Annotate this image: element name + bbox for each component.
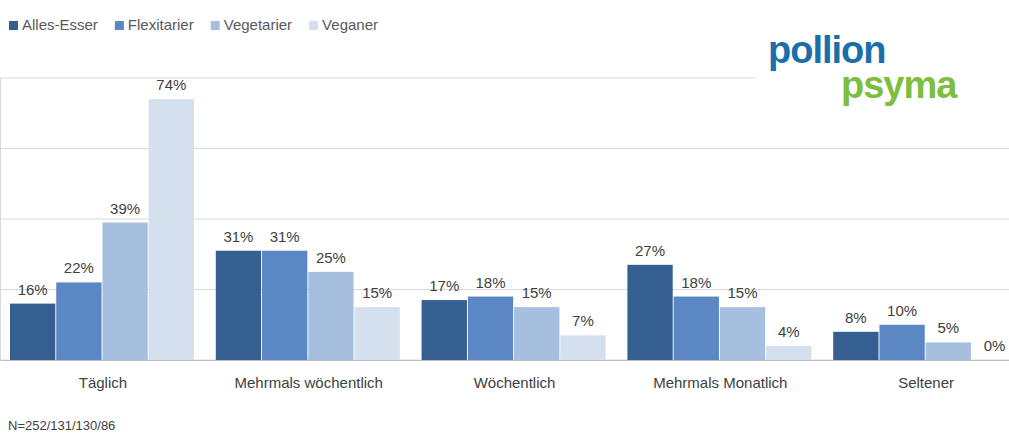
bar [833, 332, 878, 360]
x-axis: Täglich Mehrmals wöchentlich Wöchentlich Me… [1, 360, 1009, 391]
data-label: 4% [778, 323, 800, 340]
legend-item: Vegetarier [211, 16, 292, 33]
legend-label: Vegetarier [224, 16, 292, 33]
data-label: 5% [937, 319, 959, 336]
data-label: 8% [845, 309, 867, 326]
legend-swatch [309, 21, 318, 30]
data-label: 18% [475, 274, 505, 291]
logo-background [755, 30, 1009, 110]
annotations: N=252/131/130/86 [8, 418, 115, 433]
bar [720, 307, 765, 360]
legend-item: Alles-Esser [9, 16, 98, 33]
grid [0, 78, 1009, 360]
legend-swatch [211, 21, 220, 30]
bar [308, 272, 353, 360]
logo: pollionpsyma [755, 29, 1009, 110]
chart: 16% 31% 17% 27% 8% 22% 31% 18% 18% 10% 39% 25% 15% 15… [0, 0, 1009, 440]
x-axis-line [1, 360, 1009, 361]
x-tick: Mehrmals Monatlich [653, 360, 787, 391]
data-labels: 16% 31% 17% 27% 8% 22% 31% 18% 18% 10% 39% 25% 15% 15… [18, 76, 1006, 354]
legend-item: Flexitarier [115, 16, 194, 33]
bar [468, 297, 513, 360]
logo-text: psyma [841, 64, 958, 106]
legend-swatch [9, 21, 18, 30]
x-tick: Seltener [898, 360, 954, 391]
data-label: 7% [572, 312, 594, 329]
bar [56, 282, 101, 360]
x-tick-label: Täglich [79, 374, 127, 391]
bar [10, 304, 55, 360]
legend-label: Veganer [322, 16, 378, 33]
x-tick-label: Wöchentlich [474, 374, 556, 391]
bar [560, 335, 605, 360]
data-label: 15% [362, 284, 392, 301]
data-label: 25% [316, 249, 346, 266]
bar [627, 265, 672, 360]
x-tick-label: Seltener [898, 374, 954, 391]
bar-series [102, 223, 971, 360]
data-label: 74% [156, 76, 186, 93]
x-tick: Wöchentlich [474, 360, 556, 391]
data-label: 27% [635, 242, 665, 259]
data-label: 16% [18, 281, 48, 298]
y-axis [0, 79, 1, 361]
bar [149, 99, 194, 360]
legend-label: Alles-Esser [22, 16, 98, 33]
data-label: 15% [727, 284, 757, 301]
legend: Alles-Esser Flexitarier Vegetarier Veganer [9, 16, 378, 33]
bar [102, 223, 147, 360]
annotation: N=252/131/130/86 [8, 418, 115, 433]
data-label: 0% [984, 337, 1006, 354]
bar [514, 307, 559, 360]
bar-series [149, 99, 812, 360]
bars [10, 99, 971, 360]
bar [354, 307, 399, 360]
bar [879, 325, 924, 360]
data-label: 31% [223, 228, 253, 245]
bar [926, 342, 971, 360]
data-label: 10% [887, 302, 917, 319]
bar [674, 297, 719, 360]
data-label: 31% [270, 228, 300, 245]
bar [766, 346, 811, 360]
x-tick-label: Mehrmals wöchentlich [235, 374, 383, 391]
x-tick: Täglich [79, 360, 127, 391]
data-label: 17% [429, 277, 459, 294]
data-label: 39% [110, 200, 140, 217]
x-tick-label: Mehrmals Monatlich [653, 374, 787, 391]
data-label: 18% [681, 274, 711, 291]
legend-swatch [115, 21, 124, 30]
x-tick: Mehrmals wöchentlich [235, 360, 383, 391]
legend-label: Flexitarier [128, 16, 194, 33]
data-label: 15% [522, 284, 552, 301]
bar [216, 251, 261, 360]
y-axis-line [0, 79, 1, 361]
data-label: 22% [64, 259, 94, 276]
bar [262, 251, 307, 360]
bar [422, 300, 467, 360]
bar [972, 360, 1009, 361]
legend-item: Veganer [309, 16, 378, 33]
